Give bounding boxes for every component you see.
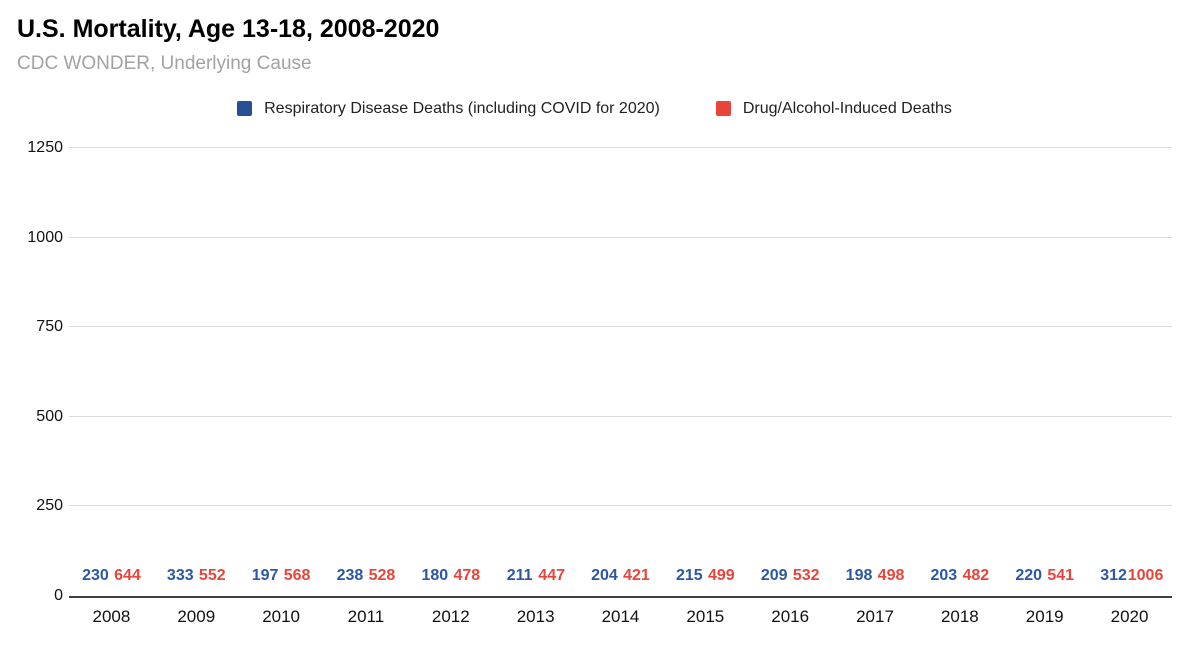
legend-swatch-drug-alcohol [715,100,731,116]
bar-value-label: 204 [591,566,618,584]
chart-subtitle: CDC WONDER, Underlying Cause [17,53,312,74]
bars-container: 230 644 333 552 197 568 238 528 180 478 211 447 204 4… [69,148,1172,596]
bar-value-label: 180 [421,566,449,584]
chart-title: U.S. Mortality, Age 13-18, 2008-2020 [17,15,440,43]
bar-value-label: 203 [930,566,958,584]
y-axis: 0 250 500 750 1000 1250 [17,139,69,603]
bar-value-label: 552 [198,566,226,584]
x-tick-label: 2020 [1110,606,1149,626]
gridline [69,505,1172,507]
bar-value-label: 447 [538,566,565,584]
x-tick-label: 2012 [431,606,470,626]
gridline [69,236,1172,238]
x-tick-label: 2017 [856,606,894,626]
bar-value-label: 312 [1100,566,1127,584]
bar-value-label: 238 [336,566,364,584]
bar-value-label: 230 [82,566,109,584]
bar-value-label: 568 [283,566,311,584]
legend-item-respiratory: Respiratory Disease Deaths (including CO… [237,99,660,118]
bar-value-label: 499 [707,566,735,584]
x-tick-label: 2018 [940,606,979,626]
x-tick-label: 2008 [92,606,131,626]
x-tick-label: 2009 [177,606,216,626]
y-tick-label: 1250 [27,138,63,156]
bar-value-label: 532 [792,566,820,584]
x-axis: 2008 2009 2010 2011 2012 2013 2014 2015 2016 2017… [69,607,1172,627]
legend-item-drug-alcohol: Drug/Alcohol-Induced Deaths [715,99,952,118]
bar-value-label: 198 [845,566,873,584]
bar-value-label: 482 [962,566,990,584]
y-tick-label: 1000 [27,228,63,246]
bar-value-label: 478 [453,566,481,584]
plot-area: 230 644 333 552 197 568 238 528 180 478 211 447 204 4… [69,146,1172,598]
legend-label-respiratory: Respiratory Disease Deaths (including CO… [264,99,660,117]
bar-value-label: 541 [1047,566,1075,584]
x-tick-label: 2010 [262,606,301,626]
chart-area: 0 250 500 750 1000 1250 230 644 333 552 197 568 238… [17,139,1172,627]
bar-value-label: 333 [166,566,194,584]
x-tick-label: 2011 [347,606,385,626]
legend-label-drug-alcohol: Drug/Alcohol-Induced Deaths [742,99,952,117]
bar-value-label: 211 [506,566,533,584]
y-tick-label: 0 [54,586,63,604]
bar-value-label: 209 [760,566,788,584]
x-tick-label: 2016 [771,606,810,626]
bar-value-label: 197 [251,566,279,584]
gridline [69,415,1172,417]
bar-value-label: 220 [1015,566,1043,584]
gridline [69,326,1172,328]
plot-column: 230 644 333 552 197 568 238 528 180 478 211 447 204 4… [69,146,1172,627]
bar-value-label: 1006 [1127,566,1164,584]
x-tick-label: 2015 [686,606,725,626]
legend-swatch-respiratory [237,100,253,116]
bar-value-label: 644 [114,566,141,584]
gridline [69,146,1172,148]
y-tick-label: 250 [36,497,63,515]
x-tick-label: 2019 [1025,606,1064,626]
y-tick-label: 750 [36,318,63,336]
bar-value-label: 215 [675,566,703,584]
legend: Respiratory Disease Deaths (including CO… [17,99,1172,118]
x-tick-label: 2013 [516,606,555,626]
bar-value-label: 528 [368,566,396,584]
bar-value-label: 498 [877,566,905,584]
y-tick-label: 500 [36,407,63,425]
x-tick-label: 2014 [601,606,640,626]
bar-value-label: 421 [623,566,650,584]
